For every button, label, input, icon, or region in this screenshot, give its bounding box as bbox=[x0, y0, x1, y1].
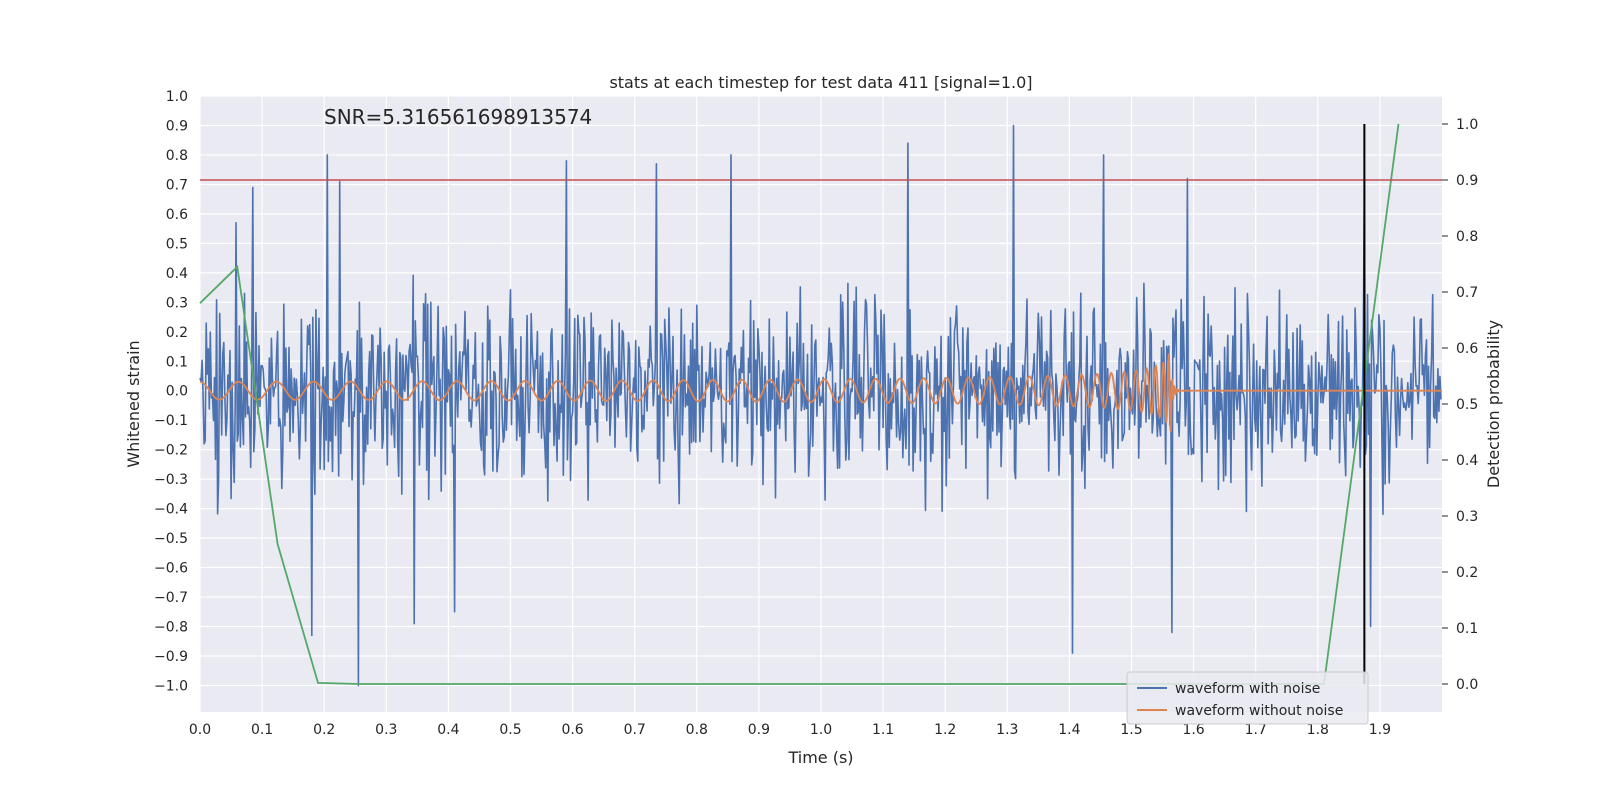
y-tick-label: −0.3 bbox=[154, 472, 188, 488]
y-tick-label: 1.0 bbox=[166, 89, 188, 105]
x-tick-label: 1.5 bbox=[1120, 722, 1142, 738]
legend: waveform with noise waveform without nois… bbox=[1126, 671, 1369, 725]
x-tick-label: 0.3 bbox=[375, 722, 397, 738]
x-tick-label: 0.5 bbox=[499, 722, 521, 738]
y-tick-label: 0.9 bbox=[166, 118, 188, 134]
x-tick-label: 1.4 bbox=[1058, 722, 1080, 738]
y2-axis-label: Detection probability bbox=[1484, 320, 1503, 488]
y-tick-label: 0.4 bbox=[166, 266, 188, 282]
y-tick-label: −0.5 bbox=[154, 531, 188, 547]
legend-label: waveform with noise bbox=[1175, 681, 1320, 697]
x-tick-label: 0.9 bbox=[748, 722, 770, 738]
x-tick-label: 1.2 bbox=[934, 722, 956, 738]
x-axis-label: Time (s) bbox=[787, 748, 853, 767]
y2-tick-label: 0.2 bbox=[1456, 565, 1478, 581]
legend-label: waveform without noise bbox=[1175, 703, 1343, 719]
y-tick-label: −0.9 bbox=[154, 649, 188, 665]
x-tick-label: 0.8 bbox=[686, 722, 708, 738]
y2-tick-label: 0.4 bbox=[1456, 453, 1478, 469]
y-tick-label: 0.2 bbox=[166, 325, 188, 341]
y-tick-label: 0.1 bbox=[166, 354, 188, 370]
x-tick-label: 1.0 bbox=[810, 722, 832, 738]
y2-tick-label: 0.7 bbox=[1456, 285, 1478, 301]
y-tick-label: −0.1 bbox=[154, 413, 188, 429]
y-tick-label: 0.0 bbox=[166, 384, 188, 400]
snr-annotation: SNR=5.316561698913574 bbox=[324, 105, 592, 129]
y-tick-label: −0.2 bbox=[154, 443, 188, 459]
legend-box bbox=[1126, 671, 1369, 725]
chart-title: stats at each timestep for test data 411… bbox=[609, 73, 1032, 92]
x-tick-label: 1.6 bbox=[1182, 722, 1204, 738]
x-tick-label: 1.1 bbox=[872, 722, 894, 738]
y2-tick-label: 0.9 bbox=[1456, 173, 1478, 189]
y2-tick-label: 0.5 bbox=[1456, 397, 1478, 413]
series-waveform-with-noise bbox=[199, 124, 1442, 687]
x-tick-label: 1.3 bbox=[996, 722, 1018, 738]
x-tick-label: 0.4 bbox=[437, 722, 459, 738]
x-tick-label: 1.7 bbox=[1245, 722, 1267, 738]
y-axis-label: Whitened strain bbox=[124, 340, 143, 467]
x-tick-label: 1.9 bbox=[1369, 722, 1391, 738]
x-tick-label: 0.6 bbox=[561, 722, 583, 738]
x-tick-label: 0.1 bbox=[251, 722, 273, 738]
y2-tick-label: 1.0 bbox=[1456, 117, 1478, 133]
y-tick-label: −0.6 bbox=[154, 561, 188, 577]
series-waveform-without-noise bbox=[200, 353, 1442, 432]
x-tick-label: 0.0 bbox=[189, 722, 211, 738]
y-tick-label: 0.8 bbox=[166, 148, 188, 164]
y2-tick-label: 0.3 bbox=[1456, 509, 1478, 525]
y-tick-label: 0.6 bbox=[166, 207, 188, 223]
y2-tick-label: 0.8 bbox=[1456, 229, 1478, 245]
y2-tick-label: 0.1 bbox=[1456, 621, 1478, 637]
y2-tick-label: 0.0 bbox=[1456, 677, 1478, 693]
y-tick-label: −0.4 bbox=[154, 502, 188, 518]
x-tick-label: 1.8 bbox=[1307, 722, 1329, 738]
x-tick-label: 0.7 bbox=[624, 722, 646, 738]
y-tick-label: 0.3 bbox=[166, 295, 188, 311]
y-tick-label: −0.7 bbox=[154, 590, 188, 606]
y2-tick-label: 0.6 bbox=[1456, 341, 1478, 357]
y-tick-label: −1.0 bbox=[154, 678, 188, 694]
y-tick-label: −0.8 bbox=[154, 620, 188, 636]
x-tick-label: 0.2 bbox=[313, 722, 335, 738]
axes: 0.0 0.1 0.2 0.3 0.4 0.5 0.6 0.7 0.8 0.9 1.0 1.1 1.2 1… bbox=[154, 89, 1478, 738]
y-tick-label: 0.7 bbox=[166, 177, 188, 193]
y-tick-label: 0.5 bbox=[166, 236, 188, 252]
grid-lines bbox=[199, 95, 1442, 712]
